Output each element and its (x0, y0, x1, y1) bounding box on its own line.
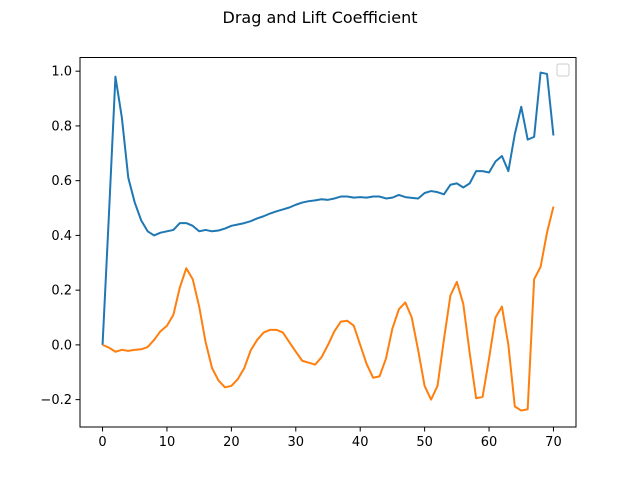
x-tick-label-70: 70 (545, 435, 562, 450)
x-tick-label-30: 30 (288, 435, 305, 450)
x-tick-label-40: 40 (352, 435, 369, 450)
x-tick-label-60: 60 (481, 435, 498, 450)
y-tick-label-5: 0.8 (51, 119, 72, 134)
series-layer (101, 71, 555, 412)
x-tick-label-20: 20 (223, 435, 240, 450)
y-tick-label-2: 0.2 (51, 284, 72, 299)
y-tick-label-0: −0.2 (40, 393, 72, 408)
y-tick-label-6: 1.0 (51, 65, 72, 80)
y-axis: −0.2 0.0 0.2 0.4 0.6 0.8 1.0 (40, 65, 80, 408)
plot-area: 0 10 20 30 40 50 60 70 −0.2 0.0 0.2 0.4 0.6 0.8 1.0 (40, 57, 577, 450)
y-tick-label-1: 0.0 (51, 338, 72, 353)
x-tick-label-50: 50 (416, 435, 433, 450)
series-line-1 (101, 71, 555, 345)
legend (556, 63, 570, 77)
series-line-2 (102, 206, 555, 412)
y-tick-label-3: 0.4 (51, 229, 72, 244)
x-tick-label-0: 0 (98, 435, 106, 450)
x-axis: 0 10 20 30 40 50 60 70 (98, 427, 562, 450)
x-tick-label-10: 10 (159, 435, 176, 450)
chart-title: Drag and Lift Coefficient (223, 8, 418, 27)
y-tick-label-4: 0.6 (51, 174, 72, 189)
axes-frame (79, 57, 577, 428)
